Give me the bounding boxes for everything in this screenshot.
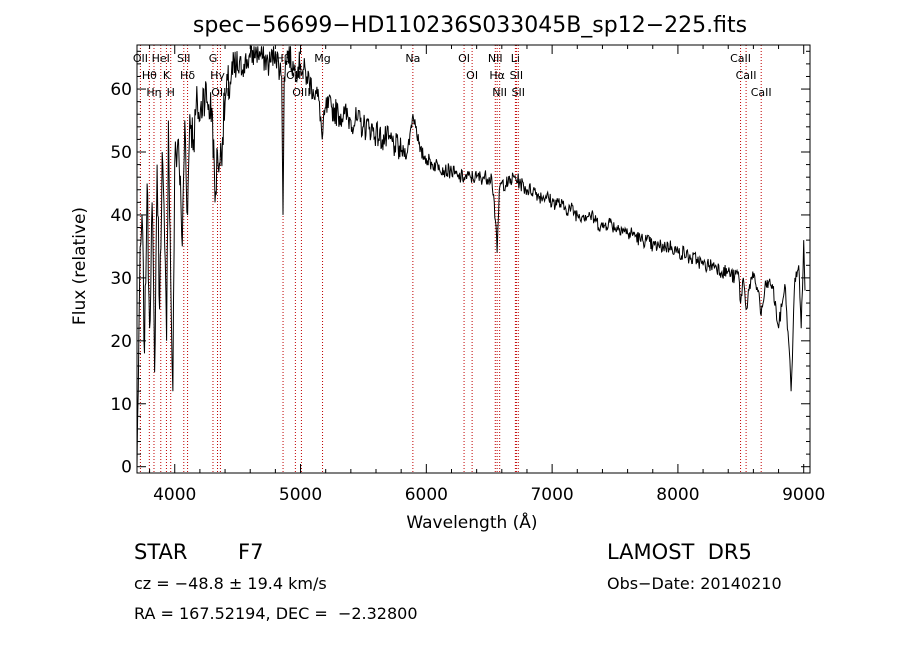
object-subclass: F7 [238, 540, 264, 564]
line-marker-label: Hα [489, 69, 505, 82]
line-marker-label: OII [133, 52, 148, 65]
x-tick-label: 6000 [405, 485, 448, 505]
spectrum-series-line [136, 45, 806, 467]
line-marker-label: OIII [292, 86, 310, 99]
line-marker-label: Mg [314, 52, 330, 65]
line-marker-label: OIII [211, 86, 229, 99]
redshift-velocity: cz = −48.8 ± 19.4 km/s [134, 574, 327, 593]
line-marker-label: SII [512, 86, 525, 99]
line-marker-label: CaII [736, 69, 757, 82]
plot-frame [136, 44, 811, 474]
x-tick-label: 8000 [656, 485, 699, 505]
line-marker-label: Li [511, 52, 520, 65]
y-tick-label: 60 [110, 80, 132, 100]
line-marker-label: CaII [730, 52, 751, 65]
line-marker-label: OI [458, 52, 470, 65]
y-axis-ticks: 0 10 20 30 40 50 60 [110, 50, 810, 478]
line-marker-label: G [209, 52, 218, 65]
line-marker-label: NII [488, 52, 503, 65]
line-marker-label: Na [405, 52, 420, 65]
line-marker-label: H [167, 86, 175, 99]
x-tick-label: 5000 [279, 485, 322, 505]
observation-date: Obs−Date: 20140210 [607, 574, 782, 593]
survey-name: LAMOST DR5 [607, 540, 752, 564]
line-marker-label: Hθ [142, 69, 157, 82]
y-tick-label: 20 [110, 332, 132, 352]
line-marker-label: SII [510, 69, 523, 82]
chart-title: spec−56699−HD110236S033045B_sp12−225.fit… [193, 13, 747, 38]
object-class: STAR [134, 540, 188, 564]
spectral-line-markers [139, 45, 762, 473]
y-tick-label: 10 [110, 395, 132, 415]
x-tick-label: 9000 [782, 485, 825, 505]
line-marker-label: Hδ [180, 69, 195, 82]
line-marker-label: Hη [146, 86, 161, 99]
line-marker-label: NII [492, 86, 507, 99]
y-tick-label: 50 [110, 143, 132, 163]
line-marker-label: K [163, 69, 171, 82]
line-marker-label: CaII [751, 86, 772, 99]
line-marker-label: Hγ [210, 69, 225, 82]
line-marker-label: OI [466, 69, 478, 82]
y-tick-label: 30 [110, 269, 132, 289]
coordinates: RA = 167.52194, DEC = −2.32800 [134, 604, 418, 623]
y-tick-label: 40 [110, 206, 132, 226]
y-axis-label: Flux (relative) [70, 207, 90, 325]
x-axis-ticks: 4000 5000 6000 7000 8000 9000 [149, 45, 825, 505]
x-tick-label: 4000 [153, 485, 196, 505]
line-marker-label: SII [177, 52, 190, 65]
x-axis-label: Wavelength (Å) [406, 511, 537, 533]
line-marker-label: HeI [152, 52, 170, 65]
y-tick-label: 0 [121, 458, 132, 478]
x-tick-label: 7000 [530, 485, 573, 505]
